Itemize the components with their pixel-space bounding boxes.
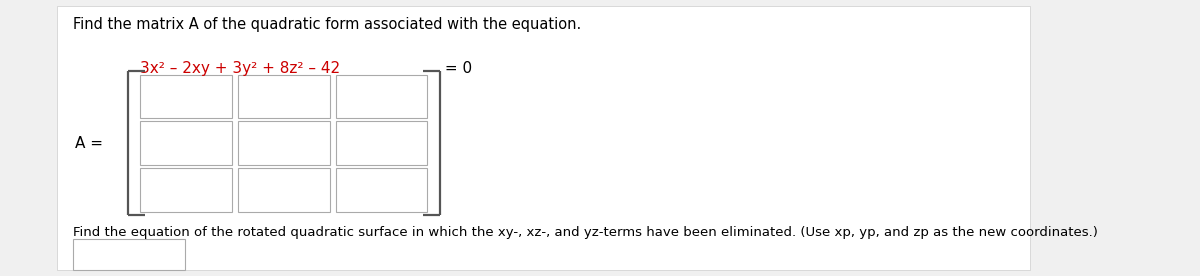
Text: = 0: = 0 bbox=[440, 61, 472, 76]
Bar bbox=[140, 168, 232, 212]
Text: Find the equation of the rotated quadratic surface in which the xy-, xz-, and yz: Find the equation of the rotated quadrat… bbox=[73, 226, 1098, 239]
Text: Find the matrix A of the quadratic form associated with the equation.: Find the matrix A of the quadratic form … bbox=[73, 17, 581, 31]
Bar bbox=[140, 75, 232, 118]
FancyBboxPatch shape bbox=[58, 6, 1030, 270]
Bar bbox=[238, 121, 330, 165]
Bar bbox=[73, 239, 185, 270]
Bar bbox=[336, 121, 427, 165]
Text: A =: A = bbox=[74, 136, 103, 151]
Bar bbox=[140, 121, 232, 165]
Bar bbox=[336, 75, 427, 118]
Bar bbox=[336, 168, 427, 212]
Text: 3x² – 2xy + 3y² + 8z² – 42: 3x² – 2xy + 3y² + 8z² – 42 bbox=[140, 61, 341, 76]
Bar bbox=[238, 168, 330, 212]
Bar bbox=[238, 75, 330, 118]
